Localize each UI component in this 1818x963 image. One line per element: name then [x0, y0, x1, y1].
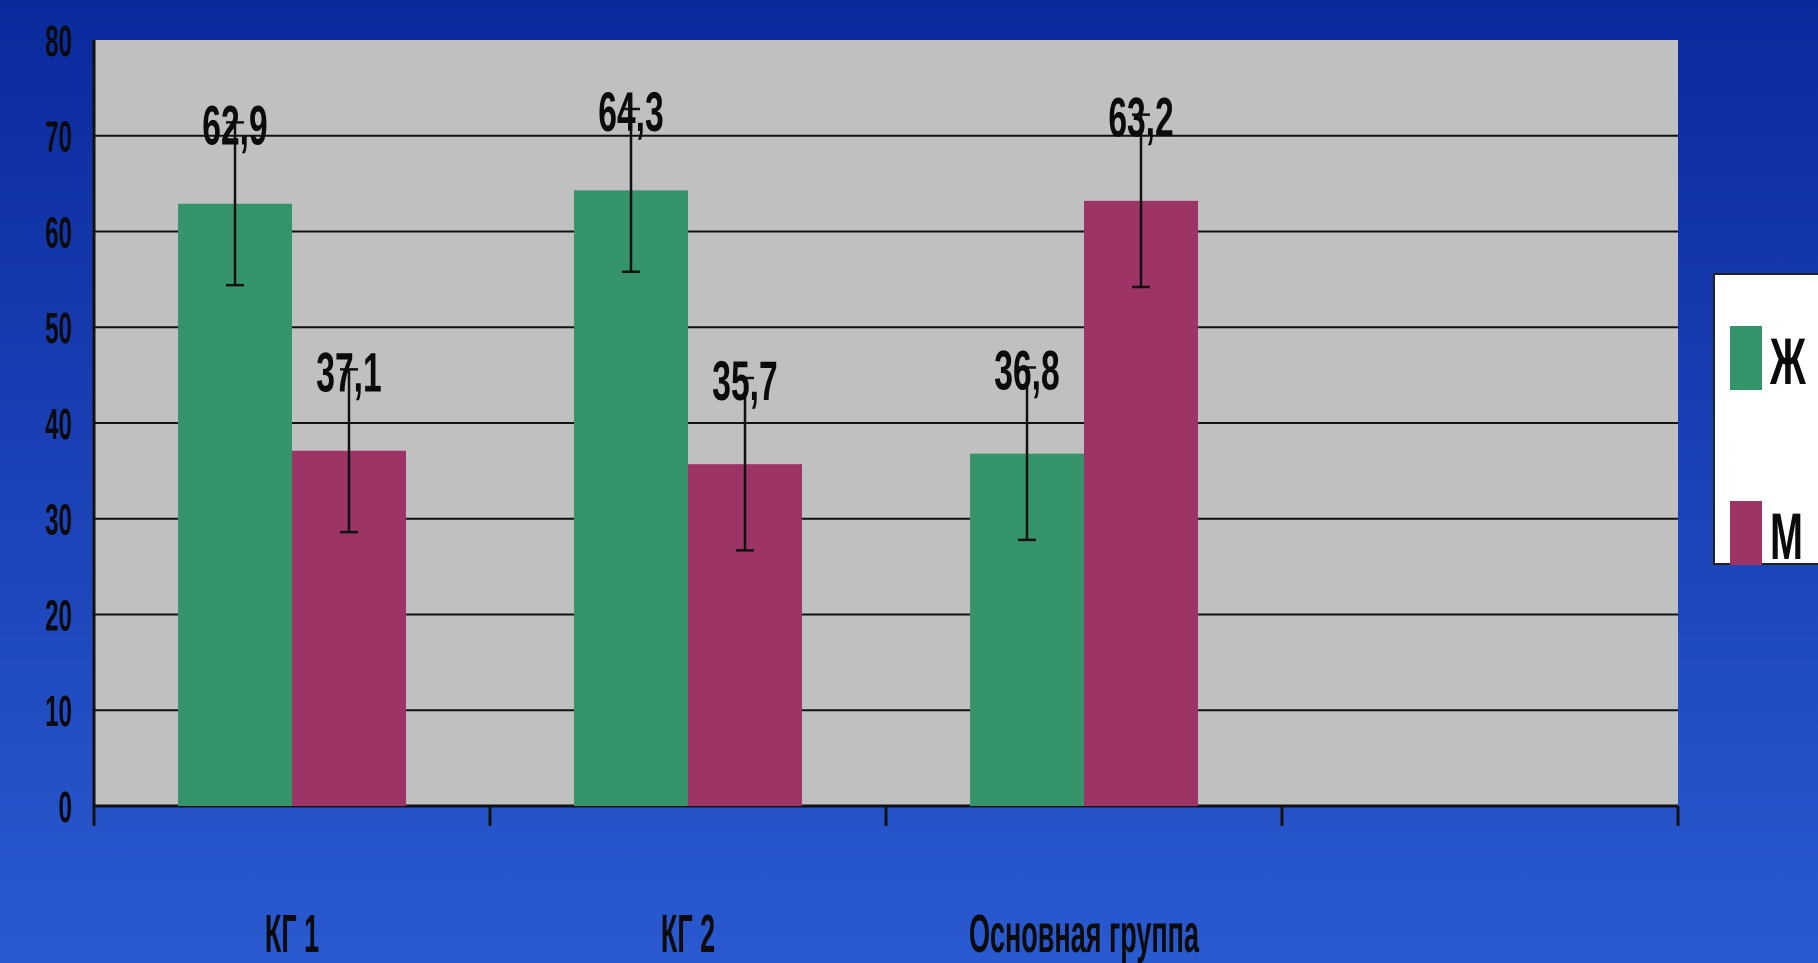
y-tick-label: 30	[45, 495, 72, 545]
legend-label: М	[1770, 500, 1803, 574]
error-bars	[226, 107, 1150, 552]
legend-swatch	[1730, 326, 1762, 390]
data-label: 37,1	[316, 340, 381, 403]
y-tick-label: 40	[45, 399, 72, 449]
y-axis-tick-labels: 0 10 20 30 40 50 60 70 80	[45, 16, 72, 832]
data-labels: 62,9 37,1 64,3 35,7 36,8 63,2	[202, 80, 1173, 412]
bar	[574, 190, 688, 806]
y-tick-label: 0	[59, 782, 72, 832]
y-tick-label: 50	[45, 304, 72, 354]
data-label: 36,8	[994, 339, 1059, 402]
data-label: 62,9	[202, 93, 267, 156]
legend: ЖМ	[1713, 273, 1818, 574]
y-tick-label: 80	[45, 16, 72, 66]
x-category-label: КГ 2	[661, 904, 715, 963]
y-tick-label: 10	[45, 687, 72, 737]
y-tick-label: 60	[45, 208, 72, 258]
bar	[178, 203, 292, 807]
bar	[1084, 200, 1198, 807]
x-axis-category-labels: КГ 1 КГ 2 Основная группа	[265, 904, 1200, 963]
x-axis-ticks	[92, 806, 1680, 826]
legend-label: Ж	[1769, 325, 1806, 399]
x-category-label: Основная группа	[969, 904, 1200, 963]
y-tick-label: 20	[45, 591, 72, 641]
data-label: 64,3	[598, 80, 663, 143]
data-label: 63,2	[1108, 86, 1173, 149]
legend-swatch	[1730, 501, 1762, 565]
y-tick-label: 70	[45, 112, 72, 162]
data-label: 35,7	[712, 349, 777, 412]
x-category-label: КГ 1	[265, 904, 319, 963]
